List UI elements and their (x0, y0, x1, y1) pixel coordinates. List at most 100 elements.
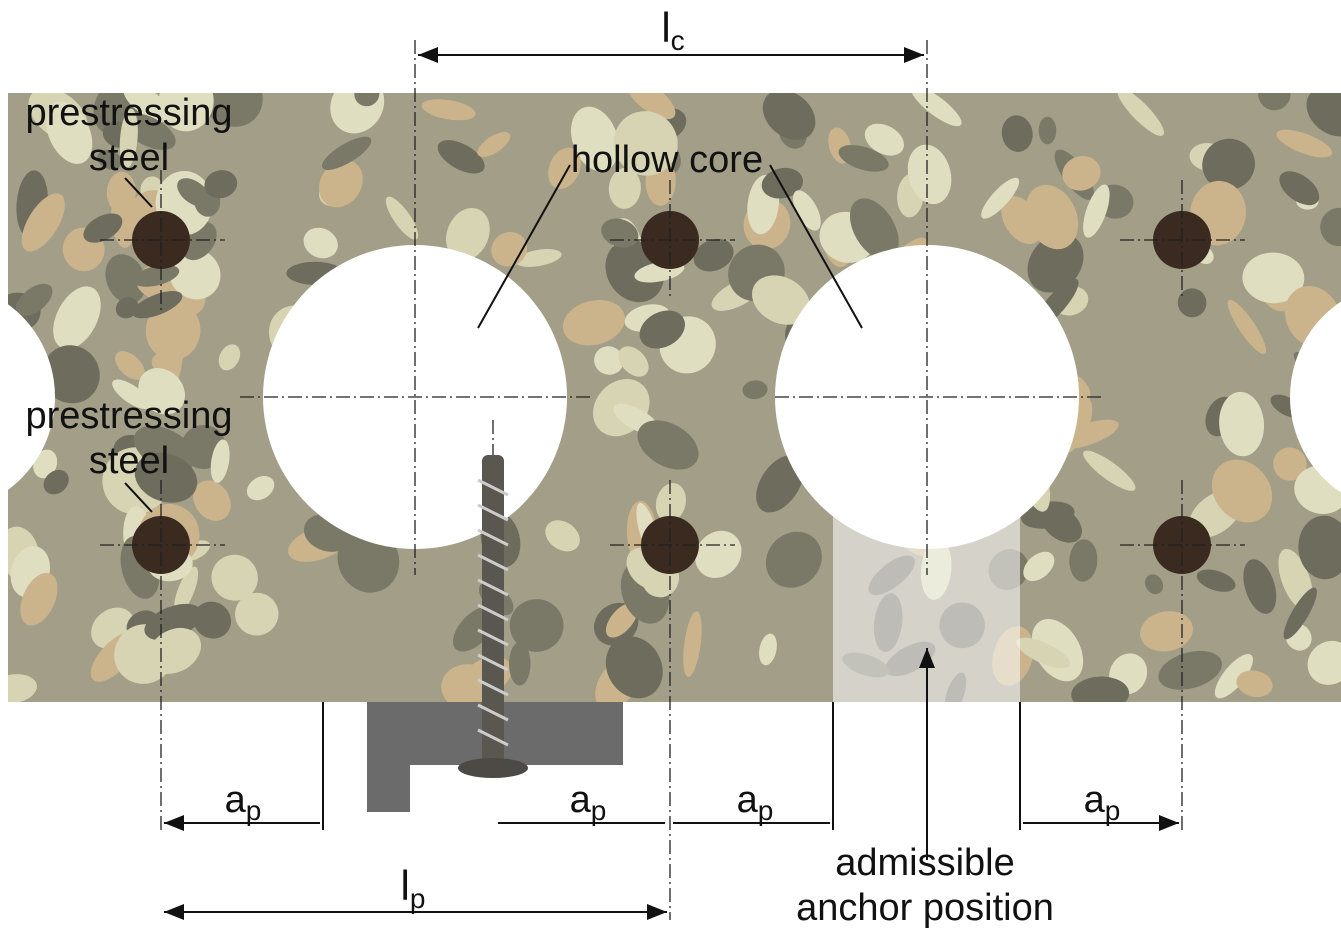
aggregate (548, 147, 581, 190)
aggregate (1071, 676, 1130, 702)
aggregate (1242, 252, 1305, 304)
aggregate (198, 93, 263, 127)
aggregate (545, 520, 580, 552)
aggregate (211, 554, 258, 601)
aggregate (1273, 447, 1307, 481)
aggregate (1306, 93, 1341, 137)
aggregate (849, 198, 899, 260)
aggregate (477, 131, 511, 157)
dimension-main: a (225, 779, 247, 821)
aggregate (303, 227, 338, 259)
aggregate (639, 310, 686, 349)
aggregate (148, 627, 202, 674)
aggregate (1038, 116, 1057, 145)
dimension-sub: p (758, 795, 774, 826)
dimension-main: l (401, 862, 410, 909)
aggregate (138, 368, 186, 415)
aggregate (446, 207, 490, 261)
aggregate (1219, 391, 1265, 457)
aggregate (1214, 654, 1253, 699)
aggregate (174, 566, 199, 615)
aggregate (762, 93, 816, 140)
aggregate (421, 99, 476, 121)
aggregate (1083, 450, 1136, 491)
aggregate (608, 167, 641, 209)
aggregate (33, 449, 58, 479)
aggregate (354, 93, 380, 107)
aggregate (792, 190, 821, 231)
aggregate (20, 572, 58, 626)
aggregate (1027, 233, 1084, 293)
aggregate (1001, 115, 1033, 152)
aggregate (111, 194, 135, 248)
aggregate (1276, 129, 1333, 158)
aggregate (864, 123, 904, 156)
aggregate (210, 439, 230, 483)
aggregate (613, 111, 678, 176)
label: steel (89, 137, 169, 179)
dimension-sub: p (246, 795, 262, 826)
dimension-sub: p (591, 795, 607, 826)
aggregate (515, 249, 562, 267)
label: prestressing (26, 395, 233, 437)
aggregate (1069, 539, 1098, 582)
dimension-label: ap (570, 779, 607, 826)
aggregate (1298, 515, 1341, 580)
aggregate (1023, 551, 1055, 582)
aggregate (655, 483, 686, 523)
aggregate (42, 345, 100, 404)
aggregate (1320, 207, 1341, 247)
aggregate (1279, 171, 1320, 206)
aggregate (609, 633, 633, 683)
dimension-label: lp (401, 862, 426, 914)
dimension-label: ap (1084, 779, 1121, 826)
aggregate (123, 93, 172, 122)
aggregate (15, 283, 53, 317)
aggregate (509, 599, 564, 652)
aggregate (594, 346, 624, 375)
aggregate (1140, 611, 1193, 652)
dimension-sub: c (671, 25, 685, 56)
aggregate (97, 149, 122, 170)
aggregate (1243, 559, 1277, 614)
aggregate (134, 452, 198, 503)
aggregate (318, 159, 363, 208)
aggregate (8, 674, 37, 702)
aggregate (1117, 93, 1165, 136)
aggregate (618, 346, 649, 377)
aggregate (1211, 459, 1273, 523)
dimension-label: ap (225, 779, 262, 826)
label: anchor position (796, 887, 1054, 929)
aggregate (177, 178, 211, 207)
aggregate (981, 177, 1020, 219)
aggregate (761, 167, 804, 199)
aggregate (838, 144, 889, 172)
aggregate (907, 144, 952, 205)
aggregate (626, 93, 676, 120)
aggregate (158, 93, 214, 132)
aggregate (321, 136, 372, 170)
aggregate (756, 455, 804, 513)
label: prestressing (26, 92, 233, 134)
aggregate (53, 286, 101, 350)
aggregate (115, 351, 145, 380)
aggregate (204, 170, 238, 199)
aggregate (43, 469, 69, 495)
aggregate (105, 254, 146, 304)
aggregate (246, 475, 275, 501)
aggregate (21, 193, 65, 252)
label: steel (89, 440, 169, 482)
aggregate (437, 140, 485, 174)
screw (458, 455, 528, 778)
aggregate (1307, 640, 1341, 685)
aggregate (1062, 155, 1101, 191)
label: admissible (835, 842, 1015, 884)
aggregate (1227, 299, 1267, 355)
dimension-main: a (737, 779, 759, 821)
aggregate (83, 213, 123, 243)
aggregate (695, 530, 742, 578)
aggregate (1083, 184, 1110, 238)
aggregate (1236, 670, 1273, 698)
aggregate (193, 601, 232, 639)
